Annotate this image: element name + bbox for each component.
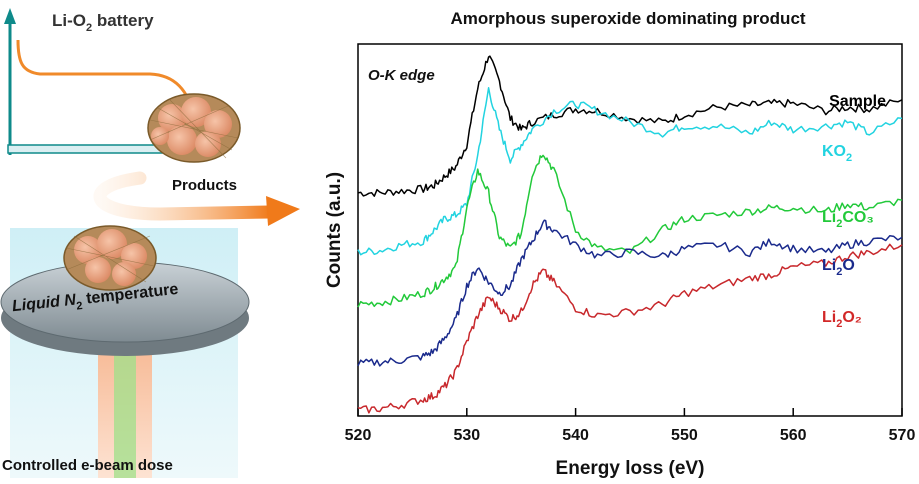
electron-beam-core [114,320,136,478]
x-tick-label: 530 [453,427,480,444]
series-layer [357,55,903,414]
spectra-chart: Amorphous superoxide dominating product … [324,9,915,479]
stage-label: Liquid N2 temperature [11,281,179,319]
transfer-arrow [93,171,277,221]
series-line-0 [357,55,903,197]
series-label-3: Li2O [822,257,855,278]
x-axis-label: Energy loss (eV) [556,458,705,479]
series-label-4: Li2O₂ [822,309,862,330]
battery-label: Li-O2 battery [52,11,154,34]
x-tick-label: 550 [671,427,698,444]
chart-title: Amorphous superoxide dominating product [450,9,805,28]
stage-particle-cluster [63,225,157,291]
series-labels: Sample KO2 Li2CO₃ Li2O Li2O₂ [822,93,886,330]
series-label-2: Li2CO₃ [822,209,874,230]
series-line-2 [357,154,903,308]
series-label-0: Sample [829,93,886,110]
cryo-stage [0,261,250,356]
series-line-1 [357,86,903,256]
battery-x-axis [7,144,169,154]
x-tick-label: 560 [780,427,807,444]
x-tick-label: 570 [889,427,916,444]
schematic-panel: Li-O2 battery Products Liquid N2 tempera… [0,8,300,478]
products-particle-cluster [147,93,241,163]
transfer-arrow-head [266,196,300,226]
battery-y-arrow [4,8,16,24]
products-label: Products [172,177,237,194]
beam-label: Controlled e-beam dose [2,457,173,474]
x-tick-label: 540 [562,427,589,444]
edge-annotation: O-K edge [368,67,435,84]
series-line-4 [357,243,903,414]
series-label-1: KO2 [822,143,852,164]
y-axis-label: Counts (a.u.) [324,172,345,288]
plot-frame [357,43,903,417]
x-tick-label: 520 [345,427,372,444]
x-axis-ticks: 520 530 540 550 560 570 [345,408,916,444]
series-line-3 [357,219,903,367]
